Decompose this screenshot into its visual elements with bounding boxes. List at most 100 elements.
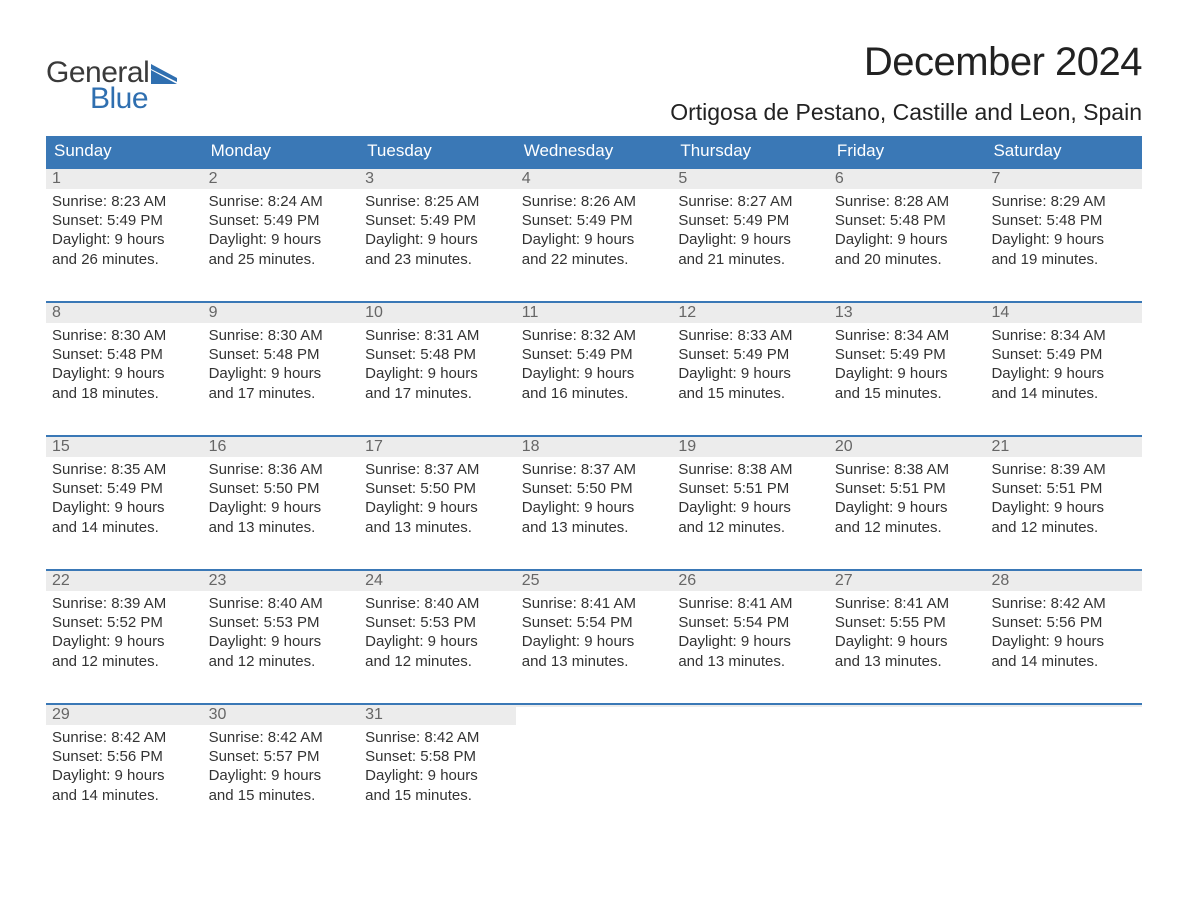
sunset-text: Sunset: 5:49 PM: [678, 345, 823, 364]
sunset-text: Sunset: 5:55 PM: [835, 613, 980, 632]
day-number: 6: [835, 170, 844, 187]
day-number: 1: [52, 170, 61, 187]
day-number: 7: [991, 170, 1000, 187]
day-body: Sunrise: 8:40 AMSunset: 5:53 PMDaylight:…: [359, 591, 516, 675]
sunset-text: Sunset: 5:49 PM: [678, 211, 823, 230]
day-body: Sunrise: 8:41 AMSunset: 5:55 PMDaylight:…: [829, 591, 986, 675]
daylight-text: Daylight: 9 hours: [835, 498, 980, 517]
sunset-text: Sunset: 5:49 PM: [52, 479, 197, 498]
daylight-text: and 15 minutes.: [209, 786, 354, 805]
day-body: Sunrise: 8:24 AMSunset: 5:49 PMDaylight:…: [203, 189, 360, 273]
sunrise-text: Sunrise: 8:26 AM: [522, 192, 667, 211]
sunset-text: Sunset: 5:51 PM: [678, 479, 823, 498]
sunrise-text: Sunrise: 8:42 AM: [52, 728, 197, 747]
daylight-text: Daylight: 9 hours: [522, 230, 667, 249]
day-number-row: 18: [516, 437, 673, 457]
calendar-day: 23 Sunrise: 8:40 AMSunset: 5:53 PMDayligh…: [203, 571, 360, 689]
sunrise-text: Sunrise: 8:30 AM: [52, 326, 197, 345]
sunset-text: Sunset: 5:54 PM: [678, 613, 823, 632]
sunrise-text: Sunrise: 8:39 AM: [991, 460, 1136, 479]
flag-icon: [151, 64, 177, 84]
day-number-row: 20: [829, 437, 986, 457]
day-number: 5: [678, 170, 687, 187]
sunset-text: Sunset: 5:48 PM: [365, 345, 510, 364]
day-number-row: 29: [46, 705, 203, 725]
sunset-text: Sunset: 5:48 PM: [52, 345, 197, 364]
day-body: Sunrise: 8:25 AMSunset: 5:49 PMDaylight:…: [359, 189, 516, 273]
sunset-text: Sunset: 5:53 PM: [365, 613, 510, 632]
sunrise-text: Sunrise: 8:36 AM: [209, 460, 354, 479]
daylight-text: and 13 minutes.: [522, 518, 667, 537]
sunset-text: Sunset: 5:48 PM: [209, 345, 354, 364]
calendar-day: 31Sunrise: 8:42 AMSunset: 5:58 PMDayligh…: [359, 705, 516, 823]
day-body: Sunrise: 8:40 AMSunset: 5:53 PMDaylight:…: [203, 591, 360, 675]
day-number-row: [516, 705, 673, 707]
sunrise-text: Sunrise: 8:25 AM: [365, 192, 510, 211]
day-number-row: [672, 705, 829, 707]
calendar: Sunday Monday Tuesday Wednesday Thursday…: [46, 136, 1142, 823]
day-number-row: 7: [985, 169, 1142, 189]
sunrise-text: Sunrise: 8:42 AM: [991, 594, 1136, 613]
daylight-text: and 13 minutes.: [678, 652, 823, 671]
sunrise-text: Sunrise: 8:42 AM: [209, 728, 354, 747]
daylight-text: Daylight: 9 hours: [835, 230, 980, 249]
sunrise-text: Sunrise: 8:23 AM: [52, 192, 197, 211]
sunset-text: Sunset: 5:57 PM: [209, 747, 354, 766]
calendar-day: [516, 705, 673, 823]
day-number: 27: [835, 572, 853, 589]
daylight-text: and 22 minutes.: [522, 250, 667, 269]
calendar-day: 13Sunrise: 8:34 AMSunset: 5:49 PMDayligh…: [829, 303, 986, 421]
day-body: Sunrise: 8:38 AMSunset: 5:51 PMDaylight:…: [829, 457, 986, 541]
calendar-week: 22Sunrise: 8:39 AMSunset: 5:52 PMDayligh…: [46, 569, 1142, 689]
sunset-text: Sunset: 5:53 PM: [209, 613, 354, 632]
calendar-day: 27 Sunrise: 8:41 AMSunset: 5:55 PMDayligh…: [829, 571, 986, 689]
day-number: 23: [209, 572, 227, 589]
day-number-row: 5: [672, 169, 829, 189]
calendar-day: 22Sunrise: 8:39 AMSunset: 5:52 PMDayligh…: [46, 571, 203, 689]
daylight-text: and 13 minutes.: [835, 652, 980, 671]
day-number-row: 21: [985, 437, 1142, 457]
calendar-day: 2Sunrise: 8:24 AMSunset: 5:49 PMDaylight…: [203, 169, 360, 287]
calendar-week: 8Sunrise: 8:30 AMSunset: 5:48 PMDaylight…: [46, 301, 1142, 421]
day-number-row: 16: [203, 437, 360, 457]
day-body: Sunrise: 8:23 AMSunset: 5:49 PMDaylight:…: [46, 189, 203, 273]
day-body: Sunrise: 8:42 AMSunset: 5:56 PMDaylight:…: [46, 725, 203, 809]
sunrise-text: Sunrise: 8:33 AM: [678, 326, 823, 345]
calendar-day: 17Sunrise: 8:37 AMSunset: 5:50 PMDayligh…: [359, 437, 516, 555]
sunrise-text: Sunrise: 8:28 AM: [835, 192, 980, 211]
daylight-text: and 15 minutes.: [835, 384, 980, 403]
sunset-text: Sunset: 5:49 PM: [522, 211, 667, 230]
day-body: Sunrise: 8:42 AMSunset: 5:58 PMDaylight:…: [359, 725, 516, 809]
calendar-day: [829, 705, 986, 823]
day-number: 22: [52, 572, 70, 589]
sunrise-text: Sunrise: 8:39 AM: [52, 594, 197, 613]
day-number-row: 24: [359, 571, 516, 591]
daylight-text: and 14 minutes.: [991, 384, 1136, 403]
day-number-row: 6: [829, 169, 986, 189]
sunrise-text: Sunrise: 8:24 AM: [209, 192, 354, 211]
daylight-text: and 12 minutes.: [835, 518, 980, 537]
day-body: Sunrise: 8:26 AMSunset: 5:49 PMDaylight:…: [516, 189, 673, 273]
daylight-text: and 20 minutes.: [835, 250, 980, 269]
calendar-day: 30Sunrise: 8:42 AMSunset: 5:57 PMDayligh…: [203, 705, 360, 823]
daylight-text: and 17 minutes.: [209, 384, 354, 403]
sunrise-text: Sunrise: 8:27 AM: [678, 192, 823, 211]
sunrise-text: Sunrise: 8:40 AM: [209, 594, 354, 613]
daylight-text: Daylight: 9 hours: [365, 766, 510, 785]
daylight-text: Daylight: 9 hours: [522, 632, 667, 651]
day-number-row: 9: [203, 303, 360, 323]
daylight-text: and 12 minutes.: [991, 518, 1136, 537]
daylight-text: Daylight: 9 hours: [209, 498, 354, 517]
logo-text-blue: Blue: [90, 84, 177, 114]
daylight-text: Daylight: 9 hours: [991, 632, 1136, 651]
day-number: 26: [678, 572, 696, 589]
sunset-text: Sunset: 5:54 PM: [522, 613, 667, 632]
daylight-text: Daylight: 9 hours: [991, 498, 1136, 517]
calendar-week: 1Sunrise: 8:23 AMSunset: 5:49 PMDaylight…: [46, 167, 1142, 287]
sunset-text: Sunset: 5:48 PM: [835, 211, 980, 230]
day-body: Sunrise: 8:41 AMSunset: 5:54 PMDaylight:…: [516, 591, 673, 675]
sunrise-text: Sunrise: 8:41 AM: [522, 594, 667, 613]
day-number: 12: [678, 304, 696, 321]
sunrise-text: Sunrise: 8:34 AM: [991, 326, 1136, 345]
calendar-day: 26Sunrise: 8:41 AMSunset: 5:54 PMDayligh…: [672, 571, 829, 689]
